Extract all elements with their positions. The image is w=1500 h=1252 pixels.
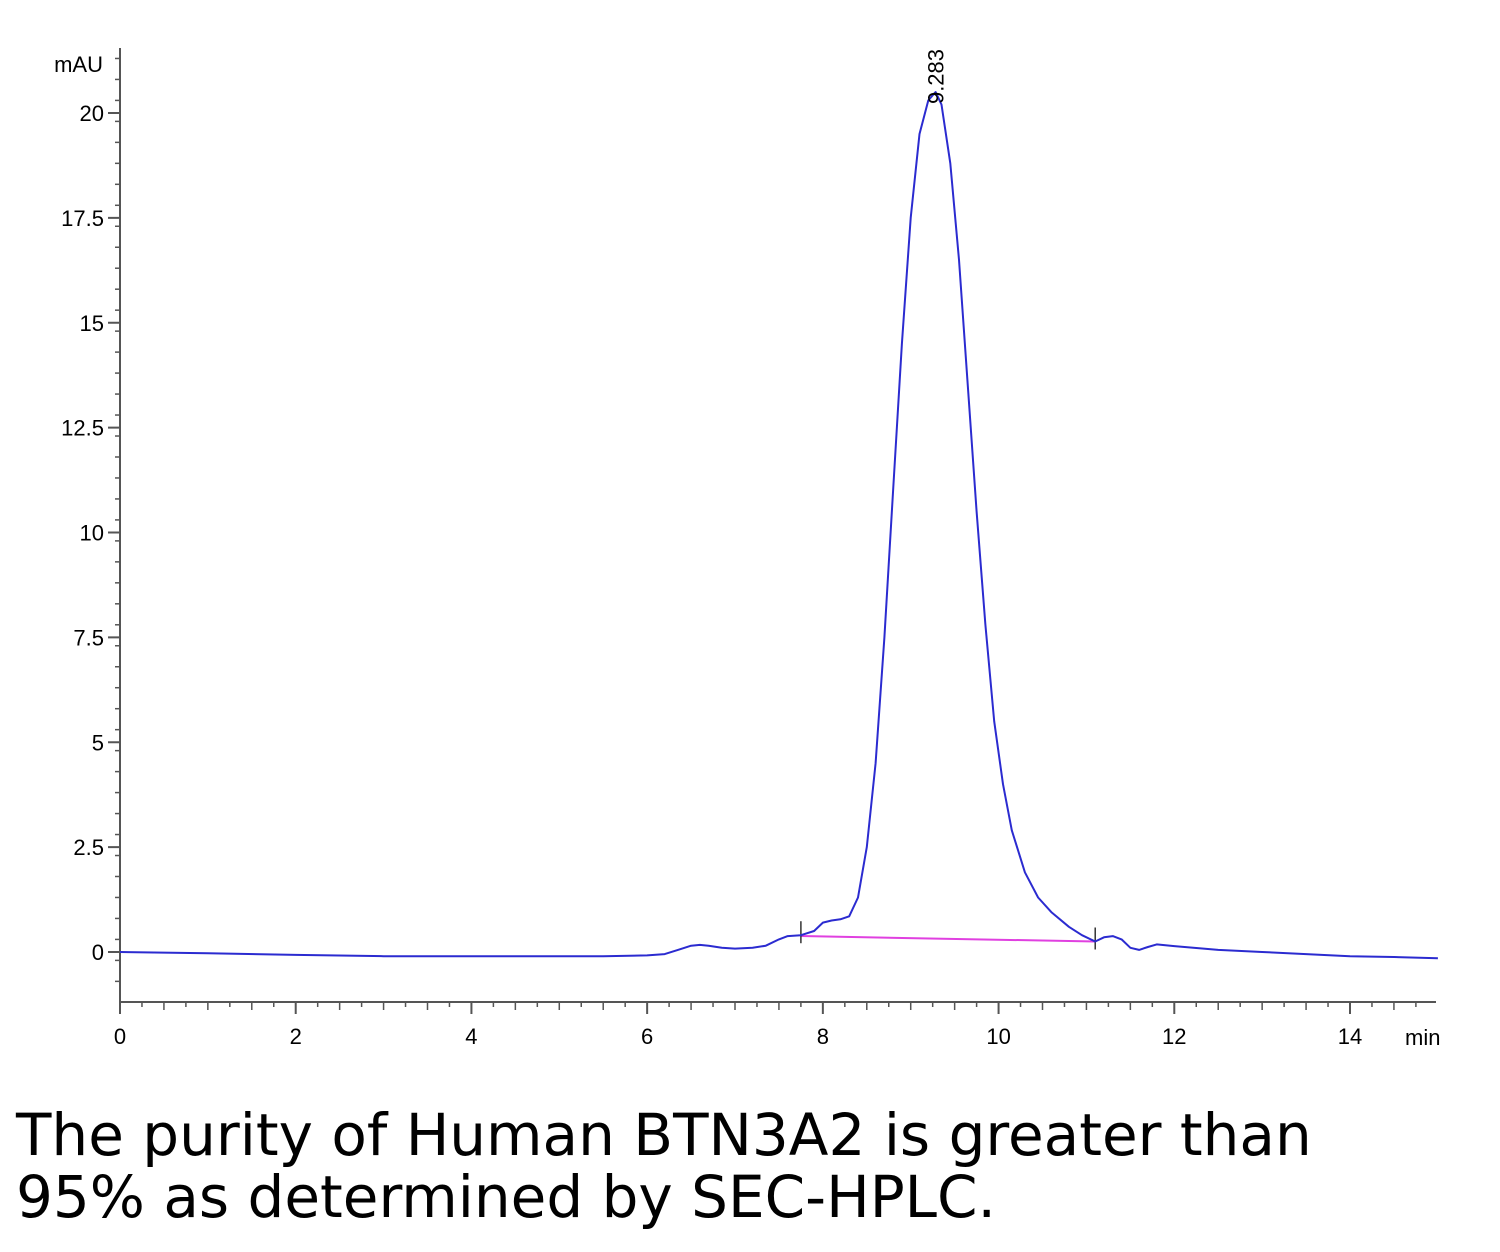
x-tick-label: 8 — [817, 1024, 829, 1049]
y-tick-label: 20 — [80, 101, 104, 126]
peak-retention-label: 9.283 — [924, 49, 949, 104]
y-tick-label: 7.5 — [73, 625, 104, 650]
x-tick-label: 6 — [641, 1024, 653, 1049]
plot-area: 9.283 — [119, 49, 1438, 960]
y-tick-label: 5 — [92, 730, 104, 755]
y-tick-label: 15 — [80, 311, 104, 336]
x-tick-label: 0 — [114, 1024, 126, 1049]
x-tick-label: 4 — [465, 1024, 477, 1049]
figure-caption: The purity of Human BTN3A2 is greater th… — [16, 1104, 1476, 1228]
y-tick-label: 12.5 — [61, 416, 104, 441]
y-tick-label: 17.5 — [61, 206, 104, 231]
y-tick-label: 0 — [92, 940, 104, 965]
caption-line-2: 95% as determined by SEC-HPLC. — [16, 1163, 996, 1231]
integration-baseline — [800, 935, 1096, 943]
x-tick-label: 12 — [1162, 1024, 1186, 1049]
x-tick-label: 14 — [1338, 1024, 1362, 1049]
y-axis: 0 2.5 5 7.5 10 12.5 15 17.5 20 — [61, 48, 121, 1002]
y-tick-label: 2.5 — [73, 835, 104, 860]
chromatogram-trace — [119, 91, 1438, 960]
x-axis: 0 2 4 6 8 10 12 14 — [114, 1001, 1436, 1049]
y-tick-label: 10 — [80, 521, 104, 546]
y-axis-label: mAU — [54, 52, 103, 77]
x-tick-label: 2 — [290, 1024, 302, 1049]
x-tick-label: 10 — [986, 1024, 1010, 1049]
caption-line-1: The purity of Human BTN3A2 is greater th… — [16, 1101, 1312, 1169]
chromatogram-chart: 0 2.5 5 7.5 10 12.5 15 17.5 20 0 2 4 6 8 10 12 14 9.283… — [54, 48, 1440, 1050]
x-axis-label: min — [1405, 1025, 1440, 1050]
